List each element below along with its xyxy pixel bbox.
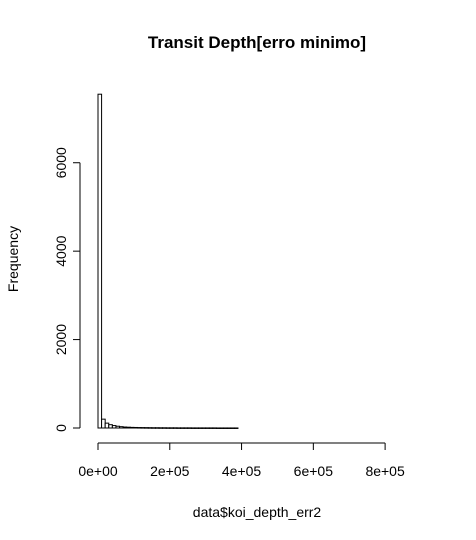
histogram-bar <box>187 427 192 429</box>
histogram-bar <box>226 427 232 429</box>
histogram-bar <box>230 427 235 429</box>
x-tick-label: 0e+00 <box>78 463 118 479</box>
y-tick-label: 4000 <box>53 235 69 266</box>
histogram-bar <box>111 425 117 429</box>
histogram-bar <box>126 426 131 429</box>
x-tick-label: 6e+05 <box>294 463 334 479</box>
y-tick-label: 0 <box>53 424 69 432</box>
histogram-bar <box>154 427 160 429</box>
histogram-bar <box>119 426 124 429</box>
x-tick-label: 8e+05 <box>365 463 405 479</box>
histogram-bar <box>223 427 228 429</box>
histogram-bar <box>233 427 239 429</box>
x-tick-label: 4e+05 <box>222 463 262 479</box>
histogram-bar <box>183 427 189 429</box>
histogram-bar <box>133 426 138 429</box>
histogram-bar <box>180 427 185 429</box>
histogram-bar <box>208 427 214 429</box>
histogram-bar <box>129 426 135 429</box>
histogram-bar <box>165 427 171 429</box>
x-tick-label: 2e+05 <box>150 463 190 479</box>
x-axis: 0e+00 2e+05 4e+05 6e+05 8e+05 <box>78 442 405 479</box>
histogram-bar <box>104 422 110 429</box>
chart-title: Transit Depth[erro minimo] <box>148 33 366 52</box>
histogram-bar <box>108 424 113 429</box>
histogram-bar <box>176 427 182 429</box>
histogram-bar <box>136 427 142 429</box>
histogram-bar <box>122 426 128 429</box>
histogram-bar <box>215 427 221 429</box>
histogram-bar <box>201 427 207 429</box>
histogram-bar <box>101 418 106 429</box>
histogram-bar <box>190 427 196 429</box>
y-axis-label: Frequency <box>5 226 21 292</box>
y-axis: 0 2000 4000 6000 <box>53 147 81 432</box>
histogram-bar <box>205 427 210 429</box>
histogram-bar <box>194 427 199 429</box>
x-axis-label: data$koi_depth_err2 <box>193 504 322 520</box>
histogram-bar <box>151 427 156 429</box>
histogram-bar <box>219 427 225 429</box>
histogram-bar <box>147 427 153 429</box>
histogram-bar <box>97 93 103 429</box>
histogram-bar <box>169 427 174 429</box>
histogram-bar <box>197 427 203 429</box>
histogram-bar <box>140 427 146 429</box>
histogram-bar <box>162 427 167 429</box>
histogram-bar <box>158 427 164 429</box>
histogram-bar <box>115 425 121 429</box>
histogram-bar <box>212 427 217 429</box>
y-tick-label: 6000 <box>53 147 69 178</box>
plot-area <box>97 93 239 429</box>
histogram-bar <box>172 427 178 429</box>
histogram-bar <box>144 427 149 429</box>
y-tick-label: 2000 <box>53 324 69 355</box>
